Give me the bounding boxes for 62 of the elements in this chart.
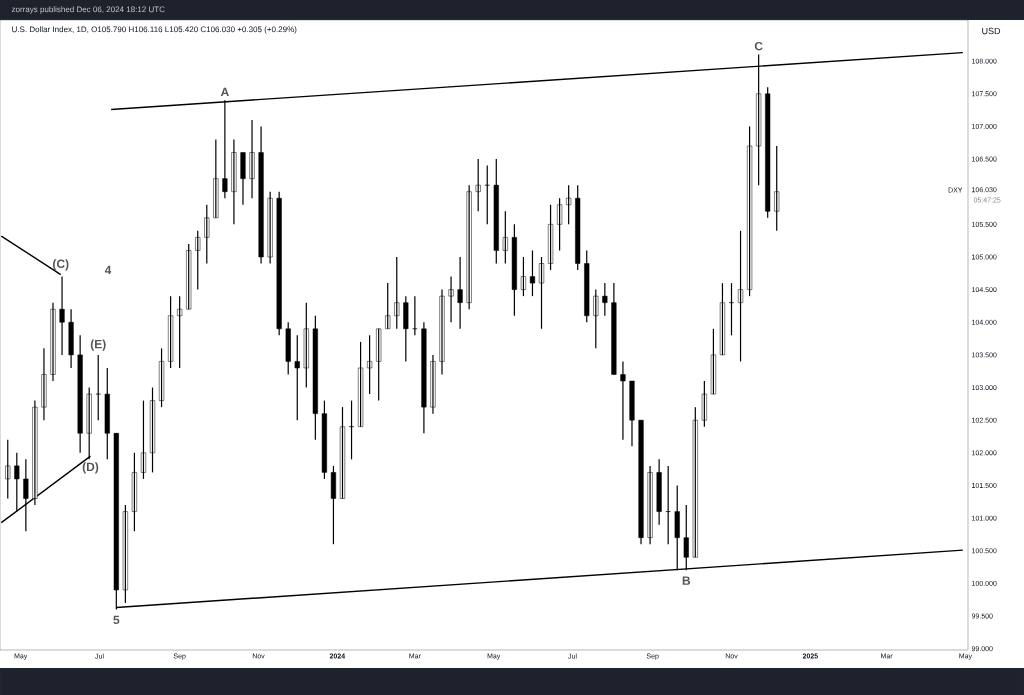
candlestick [747, 125, 753, 297]
candlestick [158, 347, 165, 408]
candlestick [520, 256, 526, 297]
candlestick [575, 184, 581, 271]
candlestick [475, 158, 481, 212]
candlestick [285, 321, 291, 376]
candlestick [321, 400, 327, 480]
annotation: (C) [53, 259, 69, 271]
annotation: 4 [104, 265, 112, 275]
candlestick [186, 243, 192, 310]
candlestick [511, 223, 517, 317]
candlestick [294, 334, 300, 421]
candlestick [177, 295, 183, 369]
candlestick [367, 334, 373, 395]
candlestick [701, 380, 707, 428]
candlestick [484, 164, 490, 225]
text: U.S. Dollar Index, 1D, O105.790 H106.116 L105.420 C106.030 +0.305 (+0.29%) [12, 26, 297, 34]
candlestick [710, 328, 716, 395]
candlestick [728, 282, 735, 336]
candlestick [95, 354, 101, 421]
candlestick [394, 256, 400, 330]
annotation: 5 [113, 615, 120, 625]
annotation: (E) [90, 339, 106, 351]
candlestick [547, 204, 554, 271]
candlestick [719, 282, 726, 356]
annotation: A [220, 87, 229, 97]
candlestick [737, 230, 744, 363]
candlestick [5, 439, 11, 500]
candlestick [692, 406, 698, 558]
candlestick [665, 465, 671, 545]
candlestick [168, 295, 174, 369]
candlestick [213, 138, 219, 219]
candlestick [376, 328, 382, 402]
candlestick [765, 86, 771, 219]
chart-subtitle: zorrays published Dec 06, 2024 18:12 UTC [11, 6, 165, 14]
annotation: B [682, 576, 691, 585]
candlestick [140, 400, 147, 480]
annotation: C [754, 41, 763, 51]
candlestick [195, 230, 201, 291]
candlestick [502, 210, 508, 265]
candlestick [566, 184, 572, 225]
candlestick [584, 249, 590, 323]
candlestick [330, 465, 337, 545]
candlestick [358, 341, 364, 428]
candlestick [774, 145, 780, 232]
candlestick [204, 204, 210, 265]
candlestick [348, 400, 355, 460]
candlestick [131, 452, 137, 532]
candlestick [276, 191, 282, 336]
y-axis-title: USD [982, 27, 1001, 35]
candlestick [303, 302, 309, 389]
candlestick [312, 315, 318, 441]
annotation: (D) [82, 462, 99, 474]
candlestick [385, 282, 391, 330]
candlestick [403, 295, 409, 363]
candlestick [593, 289, 599, 349]
candlestick [104, 367, 110, 460]
candlestick [122, 504, 128, 604]
candlestick [602, 282, 608, 317]
candlestick [557, 197, 563, 252]
candlestick [493, 158, 499, 265]
candlestick [529, 249, 536, 297]
